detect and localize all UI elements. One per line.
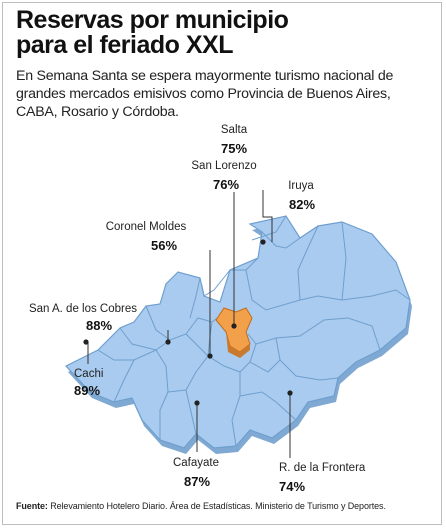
highlighted-municipality: [215, 307, 253, 353]
page-title: Reservas por municipio para el feriado X…: [16, 8, 436, 58]
label-coronel-moldes-name: Coronel Moldes: [106, 221, 187, 233]
label-iruya-name: Iruya: [288, 180, 314, 192]
label-coronel-moldes-value: 56%: [151, 238, 177, 253]
source-label: Fuente:: [16, 501, 48, 511]
label-cafayate-name: Cafayate: [173, 457, 219, 469]
label-rosario-de-la-frontera-name: R. de la Frontera: [279, 462, 366, 474]
infographic-frame: [2, 2, 442, 525]
subtitle-line-2: grandes mercados emisivos como Provincia…: [16, 86, 391, 102]
label-rosario-de-la-frontera-value: 74%: [279, 479, 305, 494]
page-subtitle: En Semana Santa se espera mayormente tur…: [16, 67, 436, 121]
title-line-2: para el feriado XXL: [16, 31, 233, 59]
label-san-a-de-los-cobres-name: San A. de los Cobres: [29, 303, 137, 315]
municipality-labels: Salta 75% San Lorenzo 76% Iruya 82% Coro…: [29, 124, 366, 494]
label-salta-value: 75%: [221, 141, 247, 156]
source-note: Fuente: Relevamiento Hotelero Diario. Ár…: [16, 501, 446, 511]
leader-dots: [83, 239, 293, 406]
source-text: Relevamiento Hotelero Diario. Área de Es…: [47, 501, 386, 511]
label-cafayate-value: 87%: [184, 474, 210, 489]
label-san-a-de-los-cobres-value: 88%: [86, 318, 112, 333]
label-cachi-value: 89%: [74, 383, 100, 398]
label-san-lorenzo-value: 76%: [213, 177, 239, 192]
highlighted-municipality-shadow: [226, 332, 250, 358]
subtitle-line-3: CABA, Rosario y Córdoba.: [16, 104, 179, 120]
title-line-1: Reservas por municipio: [16, 6, 289, 34]
label-san-lorenzo-name: San Lorenzo: [191, 160, 256, 172]
label-cachi-name: Cachi: [74, 368, 103, 380]
subtitle-line-1: En Semana Santa se espera mayormente tur…: [16, 68, 394, 84]
label-salta-name: Salta: [221, 124, 248, 136]
label-iruya-value: 82%: [289, 197, 315, 212]
